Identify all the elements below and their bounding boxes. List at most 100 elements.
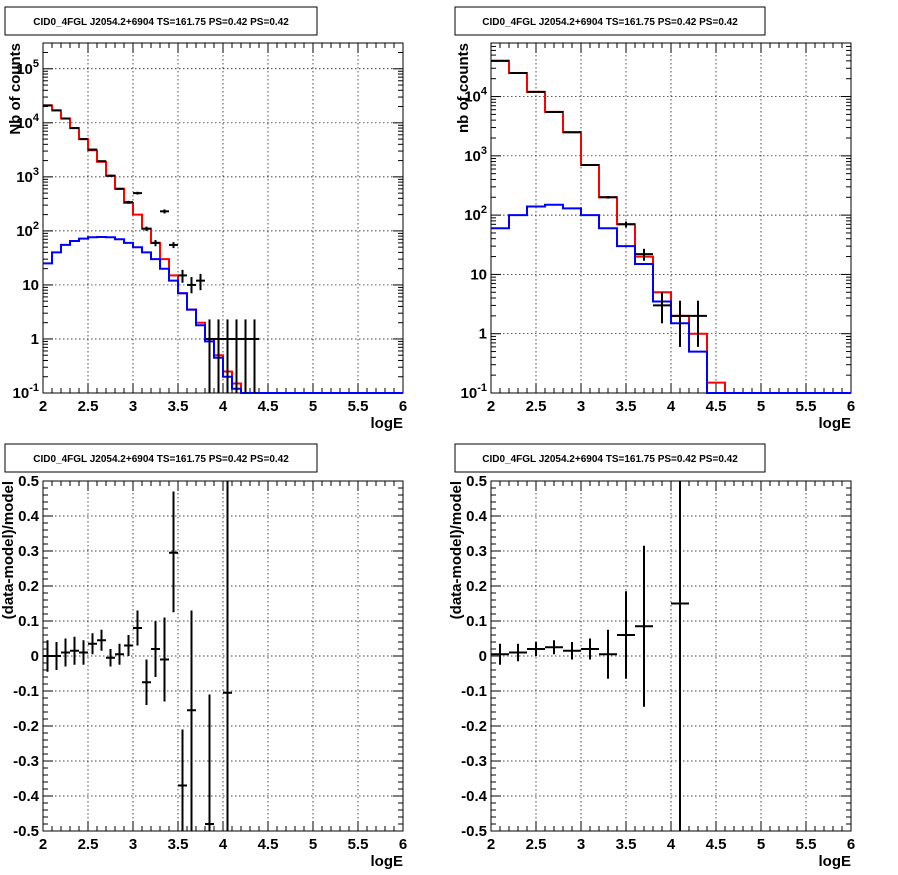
data-point — [527, 642, 545, 656]
x-tick-label: 4.5 — [258, 836, 279, 853]
title-box — [454, 6, 766, 36]
data-point — [214, 319, 223, 393]
y-axis-title: (data-model)/model — [0, 481, 17, 619]
data-point — [599, 629, 617, 679]
y-tick-label: 10 — [470, 266, 487, 283]
data-point — [563, 642, 581, 660]
y-tick-label: 0.3 — [466, 543, 487, 560]
ticks — [490, 42, 852, 394]
y-tick-label: 0.3 — [18, 543, 39, 560]
y-tick-label: 10-1 — [461, 382, 487, 402]
data-point — [671, 481, 689, 831]
data-point — [187, 610, 196, 831]
data-point — [142, 659, 151, 705]
x-tick-label: 3 — [577, 398, 585, 415]
data-point — [106, 174, 115, 177]
x-axis-title: logE — [819, 415, 852, 432]
panel-residual-left: CID0_4FGL J2054.2+6904 TS=161.75 PS=0.42… — [0, 443, 407, 870]
y-tick-label: -0.2 — [461, 718, 487, 735]
x-tick-label: 3.5 — [616, 836, 637, 853]
panel-counts-left: CID0_4FGL J2054.2+6904 TS=161.75 PS=0.42… — [4, 6, 407, 432]
x-tick-label: 2 — [39, 398, 47, 415]
title-box — [4, 443, 318, 473]
chart-title: CID0_4FGL J2054.2+6904 TS=161.75 PS=0.42… — [33, 454, 289, 465]
data-point — [79, 640, 88, 665]
data-point — [205, 319, 214, 393]
x-tick-label: 3.5 — [168, 398, 189, 415]
panel-counts-right: CID0_4FGL J2054.2+6904 TS=161.75 PS=0.42… — [454, 6, 855, 432]
data-point — [124, 200, 133, 204]
data-point — [581, 164, 599, 167]
data-point — [545, 640, 563, 655]
y-tick-label: 10-1 — [13, 382, 39, 402]
data-point — [160, 209, 169, 214]
x-tick-label: 4.5 — [706, 836, 727, 853]
y-axis-title: (data-model)/model — [448, 481, 465, 619]
x-tick-label: 6 — [847, 836, 855, 853]
x-tick-label: 2.5 — [78, 836, 99, 853]
data-point — [88, 633, 97, 655]
x-axis-title: logE — [371, 415, 404, 432]
x-tick-label: 2.5 — [78, 398, 99, 415]
y-tick-label: 102 — [464, 204, 487, 224]
x-tick-label: 5 — [309, 398, 317, 415]
data-point — [671, 300, 689, 347]
data-point — [545, 110, 563, 113]
y-tick-label: -0.1 — [461, 683, 487, 700]
grid — [491, 481, 851, 831]
x-tick-label: 4 — [667, 836, 676, 853]
x-tick-label: 3 — [577, 836, 585, 853]
data-point — [599, 196, 617, 199]
chart-title: CID0_4FGL J2054.2+6904 TS=161.75 PS=0.42… — [482, 17, 738, 28]
data-point — [169, 491, 178, 613]
x-tick-label: 2.5 — [526, 398, 547, 415]
data-point — [106, 649, 115, 667]
x-tick-label: 3 — [129, 836, 137, 853]
x-tick-label: 6 — [399, 836, 407, 853]
data-point — [563, 131, 581, 134]
y-axis-title: Nb of counts — [7, 43, 24, 135]
title-box — [4, 6, 318, 36]
x-tick-label: 4.5 — [706, 398, 727, 415]
x-tick-label: 5 — [757, 398, 765, 415]
y-tick-label: 104 — [464, 86, 488, 106]
x-tick-label: 3 — [129, 398, 137, 415]
y-tick-label: 0 — [31, 648, 39, 665]
x-tick-label: 5.5 — [796, 836, 817, 853]
series-line-1 — [491, 203, 851, 394]
y-tick-label: -0.3 — [13, 753, 39, 770]
y-tick-label: 0.1 — [466, 613, 487, 630]
data-point — [151, 239, 160, 247]
title-box — [454, 443, 766, 473]
ticks — [42, 480, 404, 832]
y-tick-label: 105 — [16, 58, 39, 78]
y-tick-label: 0.5 — [466, 473, 487, 490]
data-point — [223, 319, 232, 393]
data-point — [187, 277, 196, 294]
x-tick-label: 2 — [487, 398, 495, 415]
x-tick-label: 3.5 — [168, 836, 189, 853]
data-point — [232, 319, 241, 393]
data-point — [52, 109, 61, 112]
y-tick-label: -0.4 — [13, 788, 40, 805]
y-tick-label: 102 — [16, 220, 39, 240]
y-tick-label: 103 — [16, 166, 39, 186]
y-tick-label: -0.5 — [13, 823, 39, 840]
x-tick-label: 4 — [219, 398, 228, 415]
x-tick-label: 5.5 — [348, 398, 369, 415]
y-tick-label: -0.1 — [13, 683, 39, 700]
data-point — [241, 319, 250, 393]
data-point — [124, 635, 133, 656]
x-tick-label: 4 — [667, 398, 676, 415]
data-point — [250, 319, 259, 393]
y-tick-label: -0.3 — [461, 753, 487, 770]
y-tick-label: 0.5 — [18, 473, 39, 490]
x-tick-label: 6 — [847, 398, 855, 415]
data-point — [223, 481, 232, 831]
data-point — [205, 694, 214, 831]
chart-title: CID0_4FGL J2054.2+6904 TS=161.75 PS=0.42… — [33, 17, 289, 28]
data-point — [142, 226, 151, 231]
data-point — [97, 160, 106, 163]
data-point — [88, 148, 97, 151]
